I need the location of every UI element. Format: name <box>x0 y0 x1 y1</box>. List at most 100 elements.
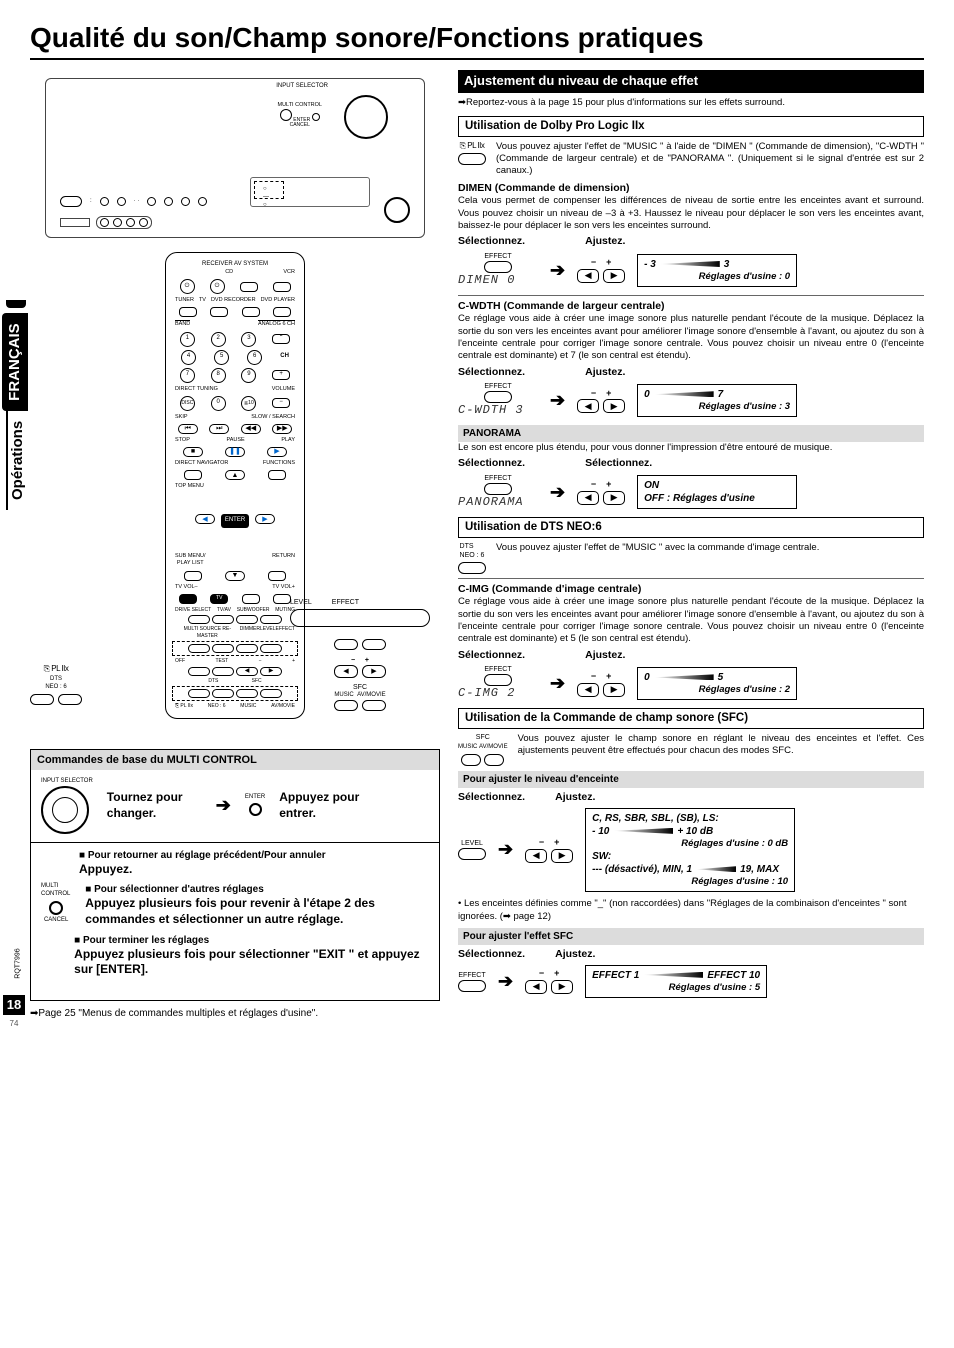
rew-icon: ◀◀ <box>241 424 261 434</box>
effect-pill-icon6 <box>458 980 486 992</box>
cimg-heading: C-IMG (Commande d'image centrale) <box>458 583 924 597</box>
mc-sel-label: Pour sélectionner d'autres réglages <box>85 883 429 896</box>
btn-vcr <box>273 282 291 292</box>
title-rule <box>30 58 924 60</box>
label-cancel: CANCEL <box>290 122 310 128</box>
receiver-diagram: INPUT SELECTOR MULTI CONTROL ENTER CANCE… <box>45 78 425 238</box>
sfc-paragraph: Vous pouvez ajuster le champ sonore en r… <box>518 733 924 758</box>
speaker-note: • Les enceintes définies comme "_" (non … <box>458 898 924 923</box>
page-title: Qualité du son/Champ sonore/Fonctions pr… <box>30 20 924 56</box>
cwdth-heading: C-WDTH (Commande de largeur centrale) <box>458 300 924 314</box>
cimg-range: 05 Réglages d'usine : 2 <box>637 667 797 700</box>
stop-icon: ■ <box>183 447 203 457</box>
lbl-dts: DTS <box>208 678 218 685</box>
plus-button5[interactable]: ▶ <box>551 849 573 863</box>
level-btn-label: LEVEL <box>461 839 483 848</box>
minus-button3[interactable]: ◀ <box>577 491 599 505</box>
lbl-play: PLAY <box>281 437 295 444</box>
mc-ret-label: Pour retourner au réglage précédent/Pour… <box>79 849 326 862</box>
plus-btn: ▶ <box>260 667 282 676</box>
left-arrow-icon: ◀ <box>195 514 215 524</box>
lbl-dt: DIRECT TUNING <box>175 386 218 393</box>
dolby-pill-icon <box>458 153 486 165</box>
effect-btn-label: EFFECT <box>484 252 511 261</box>
bottom-button-row <box>60 216 152 229</box>
dimen-range: - 33 Réglages d'usine : 0 <box>637 254 797 287</box>
effect-pill-icon2 <box>484 391 512 403</box>
nav-pad: ◀ ENTER ▶ <box>195 494 275 549</box>
lbl-slow: SLOW / SEARCH <box>251 414 295 421</box>
down-arrow-icon: ▼ <box>225 571 245 581</box>
arrow-icon: ➔ <box>550 259 565 282</box>
sfc-logo-icon: SFC <box>476 733 490 742</box>
mc-ref-note: ➡Page 25 "Menus de commandes multiples e… <box>30 1007 440 1020</box>
dimen-paragraph: Cela vous permet de compenser les différ… <box>458 195 924 232</box>
minus-button2[interactable]: ◀ <box>577 399 599 413</box>
sidebar-language: FRANÇAIS <box>2 313 28 411</box>
num-4: 4 <box>181 350 196 365</box>
plus-button2[interactable]: ▶ <box>603 399 625 413</box>
side-music-label: MUSIC <box>334 692 353 698</box>
ch-up: ⌃ <box>272 334 290 344</box>
speaker-range: C, RS, SBR, SBL, (SB), LS: - 10+ 10 dB R… <box>585 808 795 893</box>
minus-button5[interactable]: ◀ <box>525 849 547 863</box>
cwdth-range: 07 Réglages d'usine : 3 <box>637 384 797 417</box>
lbl-volume: VOLUME <box>272 386 295 393</box>
multi-control-box: Commandes de base du MULTI CONTROL INPUT… <box>30 749 440 1001</box>
mc-knob-icon <box>41 786 89 834</box>
mc-ret-action: Appuyez. <box>79 862 326 878</box>
selector-knob-icon <box>344 95 388 139</box>
dts-pill-icon <box>458 562 486 574</box>
panorama-paragraph: Le son est encore plus étendu, pour vous… <box>458 442 924 454</box>
remote-brand: RECEIVER AV SYSTEM <box>172 261 298 269</box>
plus-button4[interactable]: ▶ <box>603 683 625 697</box>
side-level-label: LEVEL <box>290 598 312 607</box>
remote-diagram: RECEIVER AV SYSTEM CDVCR ⏻ ⏻ TUNERTVDVD … <box>165 252 305 718</box>
pause-icon: ❚❚ <box>225 447 245 457</box>
select-label4: Sélectionnez. <box>458 649 525 663</box>
panorama-bar: PANORAMA <box>458 425 924 442</box>
label-input-selector: INPUT SELECTOR <box>276 83 328 91</box>
ff-icon: ▶▶ <box>272 424 292 434</box>
speaker-level-bar: Pour ajuster le niveau d'enceinte <box>458 771 924 788</box>
lbl-tm: TOP MENU <box>175 483 204 490</box>
btn-disc: DISC <box>180 396 195 411</box>
plix-label: ⎘ PL IIx <box>30 664 82 674</box>
effect-pill-icon4 <box>484 674 512 686</box>
num-5: 5 <box>214 350 229 365</box>
plus-button3[interactable]: ▶ <box>603 491 625 505</box>
select-label3: Sélectionnez. <box>458 457 525 471</box>
lbl-analog: ANALOG 6 CH <box>258 320 295 328</box>
dolby-paragraph: Vous pouvez ajuster l'effet de "MUSIC " … <box>496 141 924 178</box>
lbl-tuner: TUNER <box>175 297 194 304</box>
lbl-fn: FUNCTIONS <box>263 460 295 467</box>
select-label2: Sélectionnez. <box>458 366 525 380</box>
lbl-sfc: SFC <box>252 678 262 685</box>
lbl-plix: ⎘ PL IIx <box>175 703 193 710</box>
plus-button[interactable]: ▶ <box>603 269 625 283</box>
lbl-cd: CD <box>225 269 233 276</box>
skip-back-icon: ⏮ <box>178 424 198 434</box>
adjust-label: Ajustez. <box>585 235 625 249</box>
panorama-lcd: PANORAMA <box>458 495 538 511</box>
page-number: 18 <box>3 995 25 1016</box>
effect-btn-label4: EFFECT <box>484 665 511 674</box>
minus-button6[interactable]: ◀ <box>525 980 547 994</box>
sfc-avmovie: AV/MOVIE <box>479 744 508 750</box>
cimg-lcd: C-IMG 2 <box>458 686 538 702</box>
lbl-off: OFF <box>175 658 185 665</box>
mc-fin-label: Pour terminer les réglages <box>74 934 429 947</box>
label-multi-control: MULTI CONTROL <box>277 102 322 108</box>
lbl-neo: NEO : 6 <box>208 703 226 710</box>
plus-button6[interactable]: ▶ <box>551 980 573 994</box>
minus-button[interactable]: ◀ <box>577 269 599 283</box>
lbl-skip: SKIP <box>175 414 188 421</box>
dts-header: Utilisation de DTS NEO:6 <box>458 517 924 538</box>
dolby-header: Utilisation de Dolby Pro Logic IIx <box>458 116 924 137</box>
panorama-range: ON OFF : Réglages d'usine <box>637 475 797 509</box>
lbl-tvvp: TV VOL+ <box>272 584 295 591</box>
volume-knob-icon <box>384 197 410 223</box>
minus-button4[interactable]: ◀ <box>577 683 599 697</box>
lbl-tv: TV <box>199 297 206 304</box>
lbl-sm: SUB MENU/ PLAY LIST <box>175 553 206 567</box>
